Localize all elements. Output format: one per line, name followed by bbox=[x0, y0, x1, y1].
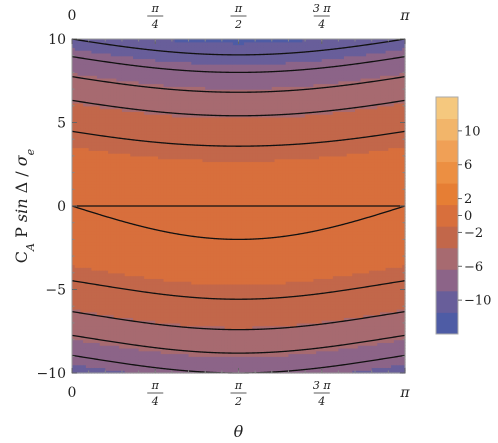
contour-chart: 00π4π4π2π23 π43 π4ππ−10−50510 10620−2−6−… bbox=[0, 0, 498, 443]
